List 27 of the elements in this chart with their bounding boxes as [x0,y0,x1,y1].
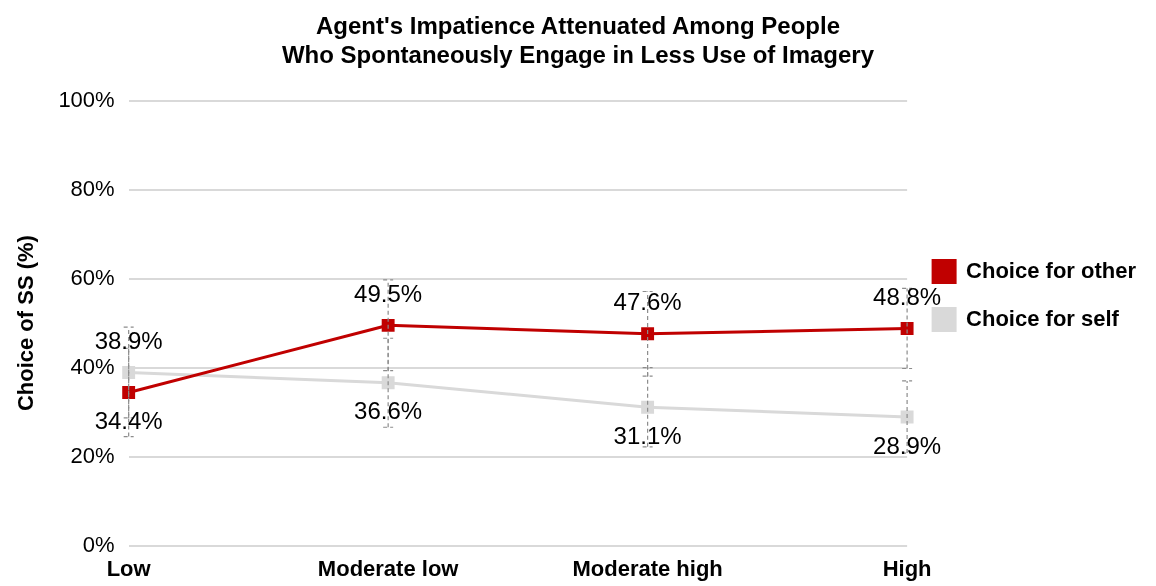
x-tick-label: Moderate high [572,555,723,581]
chart-title: Agent's Impatience Attenuated Among People Who Spontaneously Engage in Less Use of Imagery [281,12,875,68]
data-label: 31.1% [613,421,682,449]
point [641,400,655,414]
data-label: 28.9% [873,431,942,459]
y-tick-label: 40% [70,353,115,379]
point [641,327,655,341]
y-tick-label: 20% [70,442,115,468]
data-label: 36.6% [354,397,423,425]
y-tick-label: 0% [82,531,115,557]
point [122,386,136,399]
y-tick-label: 100% [58,86,115,112]
point [122,366,136,379]
y-tick-label: 60% [70,264,115,290]
point [381,376,395,390]
y-tick-label: 80% [70,175,115,201]
x-tick-label: Low [106,555,152,581]
data-label: 34.4% [94,407,163,435]
x-tick-label: Moderate low [317,555,460,581]
data-label: 48.8% [873,283,942,311]
data-label: 49.5% [354,279,423,307]
legend-label: Choice for other [966,257,1137,283]
x-tick-label: High [882,555,932,581]
y-axis-title: Choice of SS (%) [13,235,39,412]
data-label: 47.6% [613,288,682,316]
data-label: 38.9% [94,327,163,355]
legend-label: Choice for self [966,305,1120,331]
